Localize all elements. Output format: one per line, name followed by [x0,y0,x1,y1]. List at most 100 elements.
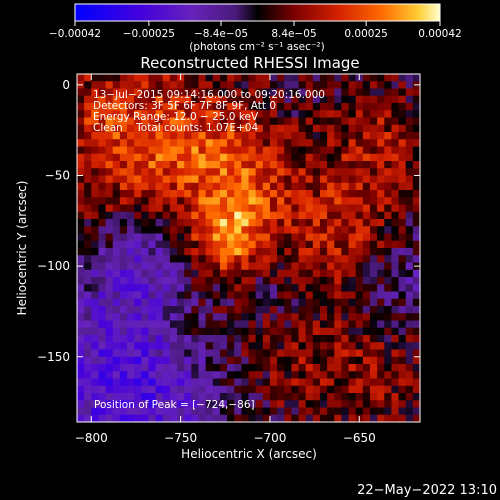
heatmap-cell [255,95,264,104]
heatmap-cell [155,342,164,351]
heatmap-cell [198,117,207,126]
heatmap-cell [184,88,192,97]
heatmap-cell [327,320,335,329]
heatmap-cell [162,95,171,104]
heatmap-cell [284,182,292,191]
heatmap-cell [305,132,314,140]
heatmap-cell [141,95,150,104]
heatmap-cell [391,146,400,155]
heatmap-cell [391,226,400,235]
heatmap-cell [212,255,221,264]
heatmap-cell [269,255,278,264]
heatmap-cell [98,190,107,198]
heatmap-cell [91,211,100,220]
heatmap-cell [291,262,300,271]
heatmap-cell [327,269,335,278]
heatmap-cell [291,313,300,322]
heatmap-cell [77,414,85,422]
heatmap-cell [248,146,257,155]
heatmap-cell [184,298,192,307]
heatmap-cell [391,74,400,82]
heatmap-cell [291,197,300,206]
heatmap-cell [269,269,278,278]
heatmap-cell [398,400,407,409]
heatmap-cell [155,233,164,242]
heatmap-cell [348,204,357,213]
heatmap-cell [134,385,142,394]
heatmap-cell [319,335,328,343]
heatmap-cell [112,364,121,372]
heatmap-cell [327,313,335,322]
heatmap-cell [391,349,400,358]
heatmap-cell [77,248,85,256]
heatmap-cell [177,313,185,322]
heatmap-cell [255,356,264,365]
heatmap-cell [184,219,192,227]
heatmap-cell [262,182,271,191]
heatmap-cell [398,110,407,119]
heatmap-cell [277,371,285,380]
heatmap-cell [248,248,257,256]
heatmap-cell [362,342,371,351]
heatmap-cell [248,81,257,90]
heatmap-cell [277,175,285,184]
heatmap-cell [134,269,142,278]
heatmap-cell [141,110,150,119]
heatmap-cell [348,364,357,372]
heatmap-cell [184,262,192,271]
heatmap-cell [205,204,214,213]
heatmap-cell [269,146,278,155]
heatmap-cell [377,103,385,111]
heatmap-cell [219,313,228,322]
heatmap-cell [177,190,185,198]
heatmap-cell [248,190,257,198]
heatmap-cell [234,226,242,235]
heatmap-cell [155,414,164,422]
heatmap-cell [319,414,328,422]
heatmap-cell [177,255,185,264]
heatmap-cell [148,284,157,293]
heatmap-cell [169,88,178,97]
heatmap-cell [105,74,114,82]
heatmap-cell [241,233,250,242]
heatmap-cell [155,182,164,191]
heatmap-cell [341,204,350,213]
heatmap-cell [284,219,292,227]
heatmap-cell [162,211,171,220]
heatmap-cell [98,342,107,351]
heatmap-cell [141,124,150,133]
heatmap-cell [298,349,307,358]
heatmap-cell [205,356,214,365]
heatmap-cell [384,139,393,148]
heatmap-cell [405,306,414,314]
heatmap-cell [341,161,350,169]
heatmap-cell [219,342,228,351]
heatmap-cell [248,400,257,409]
heatmap-cell [319,197,328,206]
heatmap-cell [305,284,314,293]
heatmap-cell [398,168,407,177]
heatmap-cell [312,378,321,387]
heatmap-cell [398,197,407,206]
heatmap-cell [334,342,342,351]
heatmap-cell [255,342,264,351]
heatmap-cell [84,95,92,104]
heatmap-cell [377,393,385,401]
heatmap-cell [384,262,393,271]
heatmap-cell [377,262,385,271]
heatmap-cell [127,313,135,322]
heatmap-cell [105,284,114,293]
heatmap-cell [212,371,221,380]
heatmap-cell [362,74,371,82]
heatmap-cell [369,110,378,119]
heatmap-cell [255,88,264,97]
heatmap-cell [198,255,207,264]
heatmap-cell [91,124,100,133]
heatmap-cell [391,197,400,206]
heatmap-cell [341,284,350,293]
heatmap-cell [198,393,207,401]
heatmap-cell [384,291,393,300]
heatmap-cell [327,385,335,394]
heatmap [77,74,420,422]
heatmap-cell [84,153,92,162]
